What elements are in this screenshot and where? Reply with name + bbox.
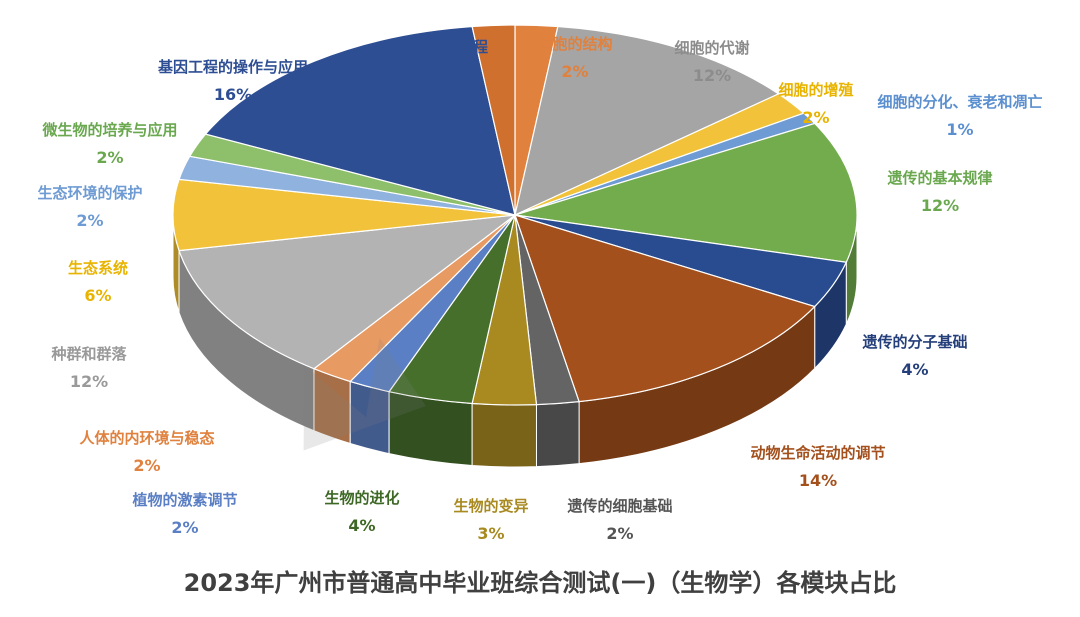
slice-percent: 2% [133,456,161,475]
slice-label-8: 生物的变异 3% [453,496,528,544]
slice-label-17: 细胞工程 2% [428,37,488,85]
slice-percent: 12% [692,66,732,85]
slice-name: 生物的进化 [324,489,400,507]
slice-name: 细胞的代谢 [674,39,750,57]
slice-name: 遗传的基本规律 [887,169,993,187]
slice-label-11: 人体的内环境与稳态 2% [79,428,214,476]
pie-side-10 [349,380,390,455]
slice-name: 微生物的培养与应用 [42,121,178,139]
slice-percent: 4% [348,516,376,535]
slice-label-12: 种群和群落 12% [51,344,126,392]
slice-percent: 2% [96,148,124,167]
pie-slice-1 [514,25,780,217]
pie-side-8 [471,402,537,468]
slice-label-16: 基因工程的操作与应用 16% [158,57,308,105]
pie-slice-4 [514,122,858,263]
pie-slice-6 [514,214,816,403]
slice-label-2: 细胞的增殖 2% [778,80,853,128]
slice-percent: 3% [477,524,505,543]
slice-label-7: 遗传的细胞基础 2% [567,496,672,544]
slice-label-4: 遗传的基本规律 12% [887,168,992,216]
slice-percent: 1% [946,120,974,139]
slice-name: 生物的变异 [453,497,529,515]
slice-name: 细胞工程 [427,38,489,56]
slice-name: 基因工程的操作与应用 [157,58,309,76]
slice-percent: 2% [561,62,589,81]
slice-percent: 6% [84,286,112,305]
chart-title: 2023年广州市普通高中毕业班综合测试(一)（生物学）各模块占比 [183,569,897,597]
slice-name: 植物的激素调节 [132,491,238,509]
slice-name: 人体的内环境与稳态 [79,429,215,447]
slice-percent: 2% [444,65,472,84]
slice-percent: 16% [213,85,253,104]
slice-name: 遗传的分子基础 [862,333,968,351]
pie-slice-16 [204,25,516,216]
slice-label-3: 细胞的分化、衰老和凋亡 1% [877,92,1042,140]
slice-percent: 2% [171,518,199,537]
pie-svg [172,24,858,468]
pie-slice-12 [178,214,518,370]
slice-label-13: 生态系统 6% [68,258,128,306]
slice-label-15: 微生物的培养与应用 2% [42,120,177,168]
slice-label-10: 植物的激素调节 2% [132,490,237,538]
slice-label-0: 细胞的结构 2% [537,34,612,82]
slice-name: 细胞的分化、衰老和凋亡 [877,93,1043,111]
slice-name: 细胞的增殖 [778,81,854,99]
slice-label-9: 生物的进化 4% [324,488,399,536]
slice-label-5: 遗传的分子基础 4% [862,332,967,380]
slice-percent: 2% [76,211,104,230]
slice-percent: 12% [69,372,109,391]
slice-name: 生态系统 [67,259,129,277]
pie-side-7 [535,401,580,468]
slice-percent: 2% [802,108,830,127]
slice-percent: 4% [901,360,929,379]
slice-percent: 12% [920,196,960,215]
slice-name: 种群和群落 [51,345,127,363]
slice-name: 细胞的结构 [537,35,613,53]
slice-name: 遗传的细胞基础 [567,497,673,515]
slice-label-14: 生态环境的保护 2% [37,183,142,231]
slice-label-1: 细胞的代谢 12% [674,38,749,86]
slice-name: 生态环境的保护 [37,184,143,202]
slice-label-6: 动物生命活动的调节 14% [750,443,885,491]
pie-slice-17 [471,24,516,216]
slice-percent: 2% [606,524,634,543]
slice-percent: 14% [798,471,838,490]
pie-slice-13 [172,178,516,252]
slice-name: 动物生命活动的调节 [750,444,886,462]
